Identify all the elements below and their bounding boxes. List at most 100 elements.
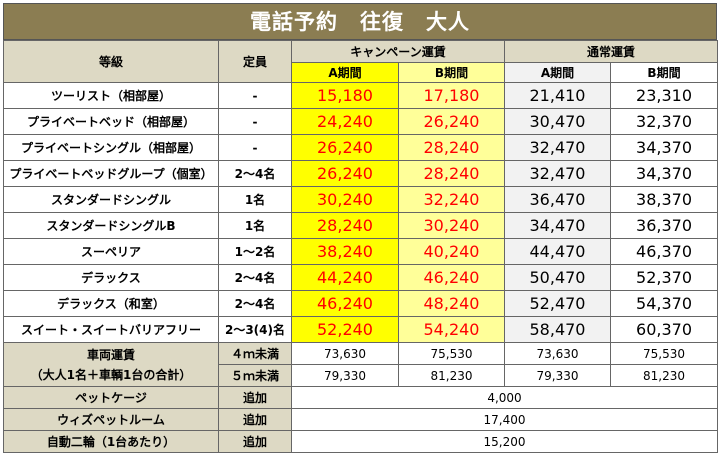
vehicle-label-line1: 車両運賃 (86, 347, 135, 362)
campaign-b-price: 54,240 (398, 316, 505, 343)
capacity-cell: 2～3(4)名 (218, 316, 292, 343)
table-row: デラックス（和室） 2～4名 46,240 48,240 52,470 54,370 (3, 290, 719, 317)
campaign-b-price: 28,240 (398, 160, 505, 187)
capacity-cell: 1名 (218, 186, 292, 213)
regular-a-price: 50,470 (504, 264, 611, 291)
campaign-a-price: 28,240 (291, 212, 399, 239)
grade-cell: プライベートベッド（相部屋） (3, 108, 219, 135)
vehicle-label-line2: （大人1名＋車輌1台の合計） (30, 367, 192, 382)
table-row: スイート・スイートバリアフリー 2～3(4)名 52,240 54,240 58,470… (3, 316, 719, 343)
extra-label: 自動二輪（1台あたり） (3, 430, 219, 453)
regular-a-price: 44,470 (504, 238, 611, 265)
vehicle-campaign-a: 73,630 (291, 342, 399, 365)
grade-cell: デラックス (3, 264, 219, 291)
grade-cell: スイート・スイートバリアフリー (3, 316, 219, 343)
regular-b-price: 38,370 (609, 186, 719, 213)
campaign-b-price: 32,240 (398, 186, 505, 213)
campaign-a-price: 46,240 (291, 290, 399, 317)
regular-a-price: 32,470 (504, 160, 611, 187)
regular-b-header: B期間 (609, 62, 719, 83)
campaign-b-price: 17,180 (398, 82, 505, 109)
table-row: デラックス 2～4名 44,240 46,240 50,470 52,370 (3, 264, 719, 291)
capacity-cell: 1名 (218, 212, 292, 239)
grade-cell: スタンダードシングルB (3, 212, 219, 239)
capacity-cell: 2～4名 (218, 160, 292, 187)
campaign-a-price: 38,240 (291, 238, 399, 265)
campaign-a-price: 44,240 (291, 264, 399, 291)
extra-row: ペットケージ 追加 4,000 (3, 386, 719, 409)
grade-cell: スタンダードシングル (3, 186, 219, 213)
capacity-cell: 2～4名 (218, 290, 292, 317)
campaign-b-price: 30,240 (398, 212, 505, 239)
extra-unit: 追加 (218, 386, 292, 409)
vehicle-fare-label: 車両運賃 （大人1名＋車輌1台の合計） (3, 342, 219, 387)
vehicle-size-cell: ４ｍ未満 (218, 342, 292, 365)
regular-a-price: 52,470 (504, 290, 611, 317)
regular-a-price: 34,470 (504, 212, 611, 239)
table-row: スタンダードシングルB 1名 28,240 30,240 34,470 36,370 (3, 212, 719, 239)
campaign-fare-header: キャンペーン運賃 (291, 40, 505, 63)
table-row: スタンダードシングル 1名 30,240 32,240 36,470 38,370 (3, 186, 719, 213)
campaign-a-price: 24,240 (291, 108, 399, 135)
vehicle-regular-b: 81,230 (609, 364, 719, 387)
extra-price: 17,400 (290, 408, 719, 431)
capacity-cell: - (218, 134, 292, 161)
grade-cell: スーペリア (3, 238, 219, 265)
extra-unit: 追加 (218, 408, 292, 431)
regular-fare-header: 通常運賃 (503, 40, 719, 63)
extra-label: ペットケージ (3, 386, 219, 409)
extra-price: 15,200 (290, 430, 719, 453)
capacity-cell: 2～4名 (218, 264, 292, 291)
campaign-b-price: 48,240 (398, 290, 505, 317)
regular-a-header: A期間 (504, 62, 611, 83)
fare-table-panel: 電話予約 往復 大人 等級 定員 キャンペーン運賃 通常運賃 A期間 B期間 A… (3, 3, 719, 453)
vehicle-row: 車両運賃 （大人1名＋車輌1台の合計） ４ｍ未満 73,630 75,530 73,630… (3, 342, 719, 387)
capacity-cell: - (218, 108, 292, 135)
grade-cell: プライベートベッドグループ（個室） (3, 160, 219, 187)
campaign-a-price: 26,240 (291, 160, 399, 187)
table-row: ツーリスト（相部屋） -15,180 17,180 21,410 23,310 (3, 82, 719, 109)
regular-b-price: 60,370 (609, 316, 719, 343)
regular-b-price: 32,370 (609, 108, 719, 135)
campaign-a-header: A期間 (291, 62, 399, 83)
regular-b-price: 34,370 (609, 160, 719, 187)
table-row: プライベートベッドグループ（個室） 2～4名 26,240 28,240 32,470 3… (3, 160, 719, 187)
campaign-a-price: 26,240 (291, 134, 399, 161)
campaign-b-price: 46,240 (398, 264, 505, 291)
regular-a-price: 32,470 (504, 134, 611, 161)
regular-a-price: 36,470 (504, 186, 611, 213)
table-title: 電話予約 往復 大人 (3, 3, 717, 40)
table-row: プライベートベッド（相部屋） -24,240 26,240 30,470 32,370 (3, 108, 719, 135)
regular-b-price: 46,370 (609, 238, 719, 265)
grade-header: 等級 (3, 40, 219, 83)
campaign-b-price: 28,240 (398, 134, 505, 161)
vehicle-size-cell: ５ｍ未満 (218, 364, 292, 387)
vehicle-campaign-b: 81,230 (398, 364, 505, 387)
grade-cell: プライベートシングル（相部屋） (3, 134, 219, 161)
capacity-cell: 1～2名 (218, 238, 292, 265)
regular-b-price: 34,370 (609, 134, 719, 161)
vehicle-campaign-b: 75,530 (398, 342, 505, 365)
extra-unit: 追加 (218, 430, 292, 453)
vehicle-regular-b: 75,530 (609, 342, 719, 365)
grade-cell: ツーリスト（相部屋） (3, 82, 219, 109)
extra-row: 自動二輪（1台あたり） 追加 15,200 (3, 430, 719, 453)
extra-price: 4,000 (290, 386, 719, 409)
vehicle-regular-a: 79,330 (504, 364, 611, 387)
regular-b-price: 36,370 (609, 212, 719, 239)
campaign-a-price: 52,240 (291, 316, 399, 343)
regular-a-price: 21,410 (504, 82, 611, 109)
vehicle-row: ５ｍ未満 79,330 81,230 79,330 81,230 (4, 364, 719, 387)
extra-row: ウィズペットルーム 追加 17,400 (3, 408, 719, 431)
vehicle-regular-a: 73,630 (504, 342, 611, 365)
regular-b-price: 23,310 (609, 82, 719, 109)
extra-label: ウィズペットルーム (3, 408, 219, 431)
campaign-b-header: B期間 (398, 62, 505, 83)
capacity-cell: - (218, 82, 292, 109)
campaign-a-price: 15,180 (291, 82, 399, 109)
regular-a-price: 58,470 (504, 316, 611, 343)
regular-b-price: 54,370 (609, 290, 719, 317)
campaign-a-price: 30,240 (291, 186, 399, 213)
campaign-b-price: 40,240 (398, 238, 505, 265)
table-row: プライベートシングル（相部屋） -26,240 28,240 32,470 34,370 (3, 134, 719, 161)
